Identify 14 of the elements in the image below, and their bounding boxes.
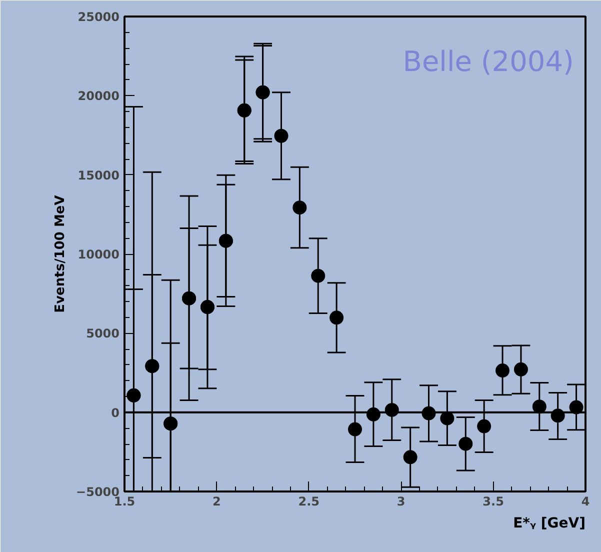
y-tick-label: 5000 <box>86 326 120 341</box>
x-tick-label: 3.5 <box>482 494 504 508</box>
y-tick-label: 25000 <box>78 10 120 24</box>
y-tick-label: 20000 <box>78 89 120 104</box>
y-tick-label: 10000 <box>78 248 120 262</box>
y-tick-label: 15000 <box>78 168 120 182</box>
x-tick-label: 3 <box>396 494 406 508</box>
x-tick-label: 2 <box>212 494 221 508</box>
x-tick-label: 2.5 <box>298 494 320 508</box>
x-axis-title: E*ᵧ [GeV] <box>513 516 586 532</box>
x-tick-label: 4 <box>581 494 590 508</box>
y-tick-label: 0 <box>111 406 120 420</box>
y-axis-title: Events/100 MeV <box>53 195 68 313</box>
x-tick-label: 1.5 <box>114 494 136 508</box>
